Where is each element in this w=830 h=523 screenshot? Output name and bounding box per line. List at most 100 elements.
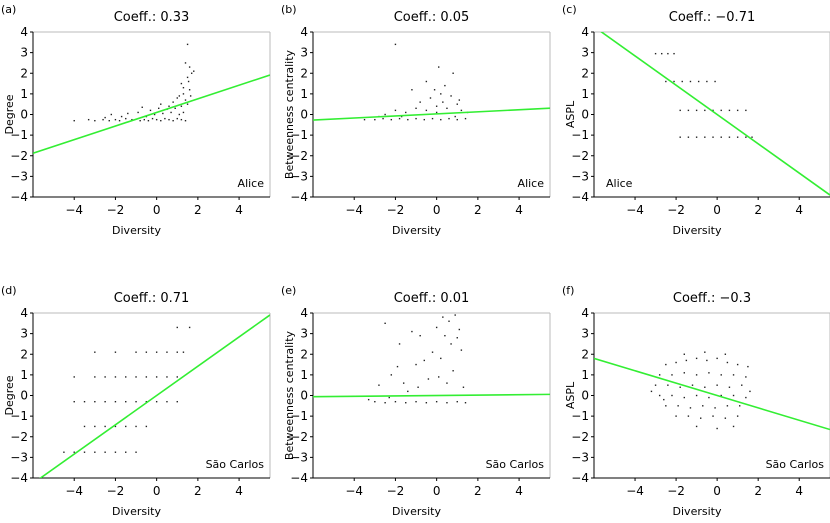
fit-line xyxy=(33,74,270,155)
data-point xyxy=(673,80,675,83)
data-point xyxy=(429,97,432,99)
data-point xyxy=(460,109,463,112)
data-point xyxy=(667,52,669,55)
data-point xyxy=(745,376,747,378)
data-point xyxy=(454,314,456,316)
y-tick-label: −3 xyxy=(290,450,308,464)
y-axis-label: Degree xyxy=(3,375,16,415)
data-point xyxy=(139,119,141,122)
data-point xyxy=(398,343,401,345)
data-point xyxy=(456,118,458,121)
data-point xyxy=(700,417,702,419)
data-point xyxy=(94,119,96,122)
data-point xyxy=(716,357,718,360)
dataset-annotation: Alice xyxy=(606,177,633,190)
data-point xyxy=(679,109,681,112)
y-tick-label: −4 xyxy=(290,471,308,485)
data-point xyxy=(83,400,86,403)
data-point xyxy=(135,425,137,428)
data-point xyxy=(425,80,428,83)
data-point xyxy=(137,111,139,114)
data-point xyxy=(442,316,444,318)
panel-c: 4 3 2 1 0 −1 −2 −3 −4 −4 −2 0 2 4 (c) Coeff.: −0.71 Dive… xyxy=(562,3,830,237)
data-point xyxy=(435,400,438,403)
x-tick-label: 0 xyxy=(433,203,441,217)
y-axis-label: Betweenness centrality xyxy=(283,330,296,460)
x-tick-label: 4 xyxy=(515,203,523,217)
scatter-points xyxy=(73,43,195,122)
data-point xyxy=(458,99,461,101)
data-point xyxy=(751,136,753,138)
data-point xyxy=(745,109,747,112)
data-point xyxy=(464,402,467,404)
data-point xyxy=(176,117,178,120)
data-point xyxy=(665,80,667,83)
data-point xyxy=(728,109,731,112)
data-point xyxy=(186,43,189,46)
data-point xyxy=(736,109,739,112)
data-point xyxy=(661,52,663,55)
panel-label: (e) xyxy=(281,284,296,297)
data-point xyxy=(384,322,386,325)
data-point xyxy=(176,400,178,403)
data-point xyxy=(87,118,90,121)
fit-line xyxy=(313,393,550,398)
data-point xyxy=(135,351,137,353)
data-point xyxy=(423,118,425,121)
panel-a: 4 3 2 1 0 −1 −2 −3 −4 −4 −2 0 2 4 (a) Coeff.: 0.33 Diver… xyxy=(1,3,271,237)
data-point xyxy=(665,405,667,407)
data-point xyxy=(679,136,681,138)
data-point xyxy=(182,93,185,95)
data-point xyxy=(153,113,156,116)
data-point xyxy=(125,425,127,428)
data-point xyxy=(689,407,692,409)
data-point xyxy=(94,351,96,353)
data-point xyxy=(407,390,409,393)
data-point xyxy=(114,118,117,121)
x-tick-label: 0 xyxy=(153,484,161,498)
data-point xyxy=(172,119,174,122)
y-tick-label: −4 xyxy=(10,471,28,485)
data-point xyxy=(679,386,681,388)
data-point xyxy=(431,117,434,120)
data-point xyxy=(83,425,86,428)
scatter-points xyxy=(650,351,751,430)
data-point xyxy=(681,80,683,83)
data-point xyxy=(695,374,698,376)
fit-line xyxy=(594,357,830,431)
data-point xyxy=(104,400,106,403)
data-point xyxy=(145,400,148,403)
y-tick-label: 2 xyxy=(581,66,589,80)
data-point xyxy=(726,361,729,364)
x-tick-label: 2 xyxy=(194,484,202,498)
data-point xyxy=(433,89,436,91)
data-point xyxy=(438,66,440,68)
data-point xyxy=(444,84,446,87)
data-point xyxy=(182,111,185,114)
data-point xyxy=(104,116,106,119)
data-point xyxy=(143,118,145,121)
data-point xyxy=(726,405,729,407)
data-point xyxy=(382,117,384,120)
data-point xyxy=(438,376,440,378)
data-point xyxy=(716,427,718,430)
y-axis-label: Degree xyxy=(3,94,16,134)
data-point xyxy=(720,136,722,138)
data-point xyxy=(188,326,191,329)
data-point xyxy=(450,343,452,345)
data-point xyxy=(732,425,735,428)
data-point xyxy=(184,62,187,64)
data-point xyxy=(94,451,96,453)
y-tick-label: 0 xyxy=(300,389,308,403)
data-point xyxy=(176,326,178,329)
data-point xyxy=(162,112,164,115)
data-point xyxy=(374,400,376,403)
data-point xyxy=(180,118,183,121)
x-tick-label: 2 xyxy=(754,484,762,498)
data-point xyxy=(63,451,65,453)
y-tick-label: 3 xyxy=(581,327,589,341)
y-axis-label: ASPL xyxy=(564,381,577,409)
y-tick-label: 0 xyxy=(300,108,308,122)
y-tick-label: −4 xyxy=(571,190,589,204)
